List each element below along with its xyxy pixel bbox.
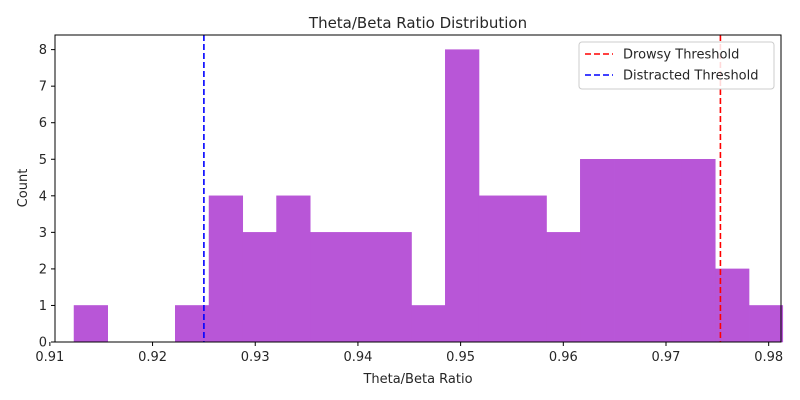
y-tick-label: 3 [39,226,47,241]
histogram-bar [748,305,784,343]
y-tick-label: 1 [39,299,47,314]
y-tick-label: 2 [39,262,47,277]
histogram-bar [580,159,615,343]
chart-title: Theta/Beta Ratio Distribution [308,14,527,32]
histogram-bar [377,232,412,343]
y-tick-label: 6 [39,116,47,131]
x-tick-label: 0.97 [652,350,681,365]
histogram-bar [411,305,446,343]
legend-box [578,41,775,90]
histogram-bar [343,232,379,343]
y-tick-label: 4 [39,189,47,204]
x-tick-label: 0.98 [754,350,783,365]
histogram-bar [242,232,277,343]
y-tick-label: 7 [39,80,47,95]
x-tick-label: 0.94 [343,350,372,365]
histogram-bar [208,195,244,343]
x-tick-label: 0.95 [446,350,475,365]
histogram-bar [512,195,547,343]
y-tick-label: 5 [39,153,47,168]
histogram-bars [73,49,784,343]
x-tick-label: 0.92 [138,350,167,365]
threshold-lines [203,35,722,342]
x-axis-label: Theta/Beta Ratio [362,372,472,387]
x-tick-label: 0.96 [549,350,578,365]
legend-label: Distracted Threshold [623,69,759,84]
histogram-bar [681,159,716,343]
y-tick-label: 0 [39,336,47,351]
x-tick-label: 0.91 [35,350,64,365]
histogram-bar [647,159,682,343]
histogram-bar [310,232,345,343]
legend: Drowsy Threshold Distracted Threshold [578,41,775,90]
plot-frame [54,34,782,343]
histogram-bar [546,232,581,343]
histogram-bar [445,49,480,343]
histogram-bar [478,195,514,343]
y-axis-label: Count [16,169,31,208]
x-tick-label: 0.93 [241,350,270,365]
histogram-bar [276,195,311,343]
histogram-bar [73,305,109,343]
x-axis-ticks: 0.91 0.92 0.93 0.94 0.95 0.96 0.97 0.98 [35,342,783,365]
y-tick-label: 8 [39,43,47,58]
histogram-bar [613,159,649,343]
legend-label: Drowsy Threshold [623,48,739,63]
y-axis-ticks: 0 1 2 3 4 5 6 7 8 [39,43,55,351]
